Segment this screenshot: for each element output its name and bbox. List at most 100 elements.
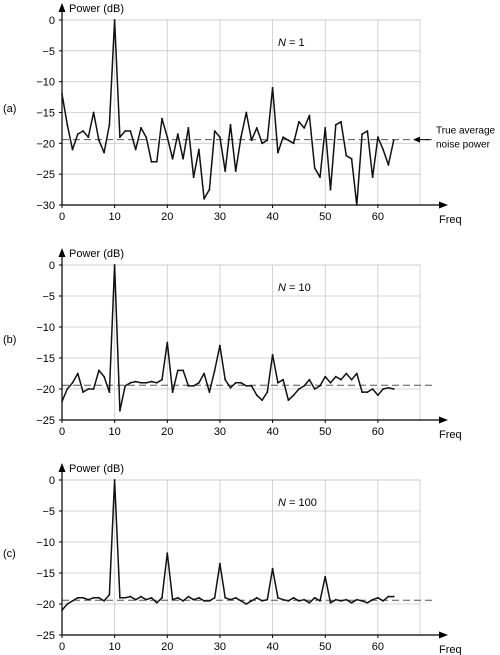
data-point [82, 130, 84, 132]
data-point [161, 117, 163, 120]
y-tick-label: 0 [49, 260, 55, 272]
data-point [234, 170, 237, 172]
x-tick-label: 0 [59, 641, 65, 653]
data-point [271, 567, 274, 570]
data-point [219, 344, 221, 347]
data-point [276, 151, 279, 154]
data-point [176, 369, 179, 372]
data-point [113, 264, 116, 266]
data-point [97, 369, 100, 372]
data-point [145, 381, 148, 384]
y-tick-label: −5 [42, 46, 55, 58]
data-point [355, 204, 358, 206]
data-point [208, 600, 211, 602]
data-point [66, 123, 69, 126]
data-point [382, 148, 385, 151]
data-point [92, 596, 95, 599]
data-point [366, 601, 369, 604]
data-point [266, 598, 269, 601]
y-tick-label: −15 [36, 108, 55, 120]
data-point [224, 596, 227, 599]
data-point [387, 595, 390, 598]
data-point [129, 130, 132, 132]
data-point [355, 598, 358, 601]
data-point [361, 391, 363, 393]
data-point [203, 600, 206, 602]
data-point [313, 167, 316, 169]
data-point [113, 479, 116, 481]
data-point [171, 598, 174, 601]
data-point [229, 598, 232, 601]
data-point [219, 562, 221, 565]
data-point [340, 600, 342, 602]
data-point [229, 386, 232, 389]
data-point [192, 385, 195, 387]
data-point [324, 575, 327, 578]
chart-panel-3: 0 −5 −10 −15 −20 −25 0 10 20 30 40 50 60 Power (dB) Fr… [3, 463, 462, 655]
data-point [166, 136, 169, 139]
data-point [161, 378, 163, 381]
data-point [61, 609, 63, 612]
data-point [208, 188, 211, 191]
data-point [97, 596, 100, 599]
data-point [340, 120, 342, 123]
data-point [124, 596, 127, 599]
x-tick-label: 10 [109, 426, 121, 438]
data-point [87, 388, 90, 390]
data-point [255, 394, 258, 397]
y-tick-label: −20 [36, 384, 55, 396]
n-annotation-value: = 10 [286, 282, 311, 294]
x-tick-label: 40 [266, 641, 278, 653]
data-point [71, 600, 74, 602]
data-point [261, 600, 263, 602]
data-point [287, 399, 290, 402]
data-point [350, 378, 353, 381]
data-point [213, 369, 216, 372]
data-point [324, 375, 327, 378]
data-point [371, 388, 374, 390]
data-point [287, 600, 290, 602]
data-point [161, 596, 163, 599]
y-tick-label: −20 [36, 599, 55, 611]
data-point [103, 375, 106, 378]
data-point [240, 381, 242, 384]
x-tick-label: 50 [319, 211, 331, 223]
data-point [176, 133, 179, 135]
data-point [266, 139, 269, 142]
data-point [334, 375, 337, 378]
data-point [171, 157, 174, 160]
data-point [376, 596, 379, 599]
power-spectrum-line [61, 19, 395, 206]
y-tick-label: −5 [42, 506, 55, 518]
x-tick-label: 20 [161, 641, 173, 653]
data-point [197, 596, 200, 599]
data-point [382, 388, 385, 390]
data-point [224, 378, 227, 381]
data-point [134, 598, 137, 601]
data-point [113, 19, 116, 21]
data-point [234, 596, 237, 599]
y-tick-label: −10 [36, 322, 55, 334]
data-point [129, 381, 132, 384]
data-point [308, 378, 311, 381]
data-point [155, 601, 158, 604]
data-point [292, 596, 295, 599]
data-point [103, 600, 106, 602]
data-point [308, 601, 311, 604]
n-annotation: N = 1 [278, 37, 305, 49]
data-point [287, 139, 290, 142]
panel-label: (c) [3, 548, 16, 560]
data-point [92, 388, 95, 390]
data-point [187, 595, 190, 598]
data-point [366, 391, 369, 393]
y-axis-arrow [58, 463, 66, 472]
data-point [355, 372, 358, 375]
x-axis-title: Freq [439, 429, 462, 441]
x-tick-label: 0 [59, 426, 65, 438]
data-point [134, 380, 137, 383]
data-point [213, 130, 216, 132]
data-point [187, 385, 190, 387]
data-point [76, 133, 79, 135]
x-tick-label: 10 [109, 211, 121, 223]
